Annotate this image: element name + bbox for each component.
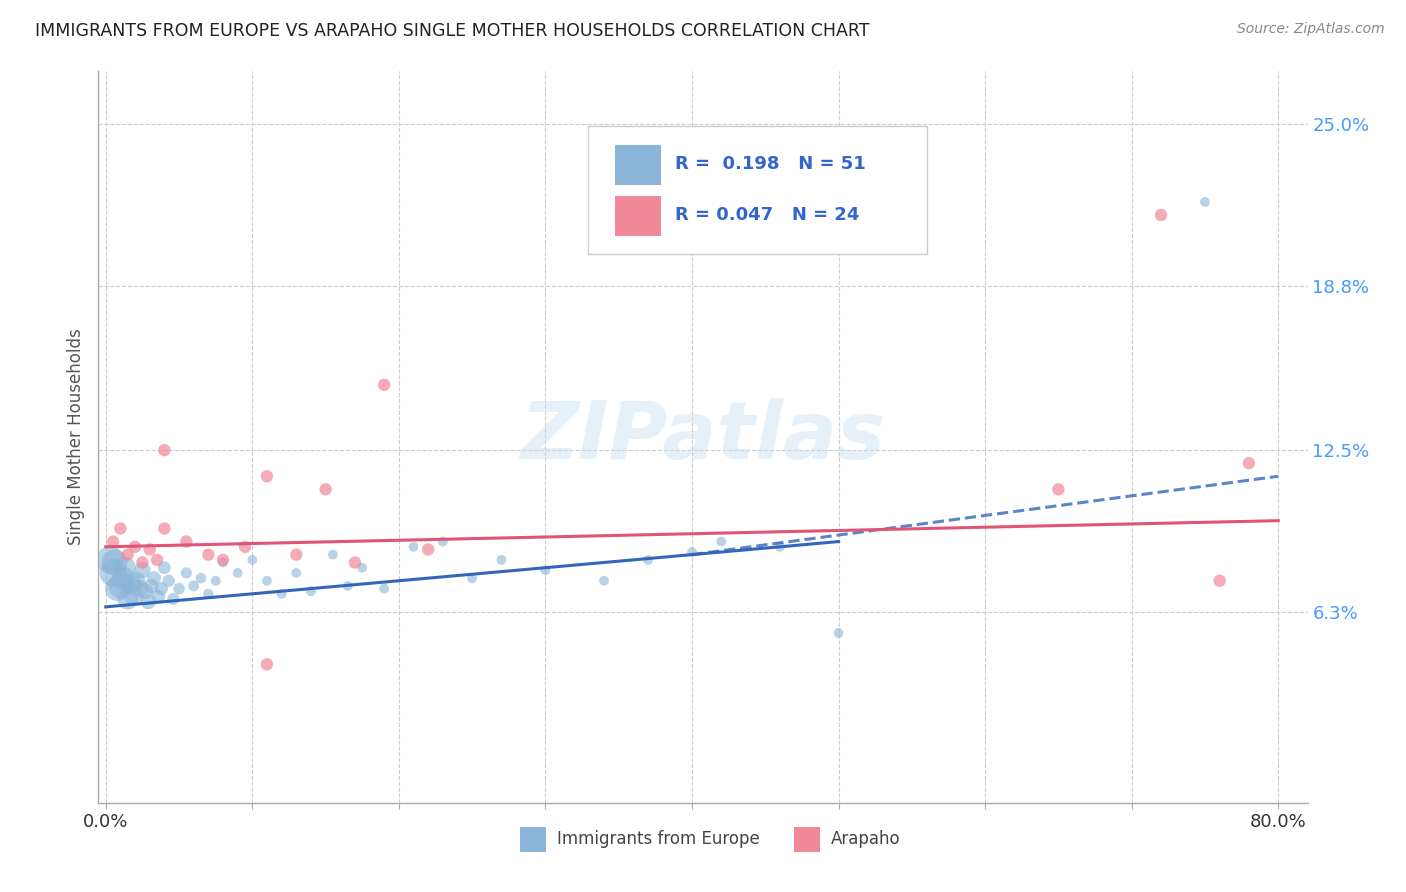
Text: ZIPatlas: ZIPatlas: [520, 398, 886, 476]
Point: [110, 579, 132, 593]
Point: [710, 534, 733, 549]
Point: [120, 576, 142, 591]
Point: [593, 574, 616, 588]
Point: [103, 556, 125, 570]
Point: [124, 540, 146, 554]
Point: [212, 553, 235, 567]
Point: [285, 566, 308, 580]
Point: [117, 592, 139, 607]
Point: [110, 521, 132, 535]
Point: [256, 574, 278, 588]
Y-axis label: Single Mother Households: Single Mother Households: [66, 329, 84, 545]
Point: [336, 579, 359, 593]
Point: [197, 587, 219, 601]
Point: [157, 574, 180, 588]
Point: [107, 582, 129, 596]
Point: [146, 553, 169, 567]
Point: [373, 377, 395, 392]
Point: [131, 556, 153, 570]
Point: [418, 542, 440, 557]
Point: [373, 582, 395, 596]
Point: [150, 582, 173, 596]
Point: [128, 582, 150, 596]
Point: [122, 590, 145, 604]
Point: [299, 584, 322, 599]
Text: IMMIGRANTS FROM EUROPE VS ARAPAHO SINGLE MOTHER HOUSEHOLDS CORRELATION CHART: IMMIGRANTS FROM EUROPE VS ARAPAHO SINGLE…: [35, 22, 870, 40]
Point: [461, 571, 484, 585]
Point: [256, 657, 278, 672]
Point: [402, 540, 425, 554]
Point: [212, 556, 235, 570]
Point: [534, 563, 557, 577]
Point: [153, 521, 176, 535]
Point: [131, 563, 153, 577]
Point: [204, 574, 226, 588]
Text: R =  0.198   N = 51: R = 0.198 N = 51: [675, 155, 866, 173]
Point: [1150, 208, 1173, 222]
Point: [240, 553, 263, 567]
Point: [117, 548, 139, 562]
Point: [1047, 483, 1070, 497]
Point: [136, 594, 159, 608]
Point: [167, 582, 190, 596]
Point: [141, 579, 163, 593]
Point: [162, 592, 184, 607]
Text: R = 0.047   N = 24: R = 0.047 N = 24: [675, 206, 859, 225]
Point: [343, 556, 366, 570]
Point: [491, 553, 513, 567]
Point: [322, 548, 344, 562]
Point: [143, 571, 166, 585]
Point: [134, 584, 156, 599]
Point: [256, 469, 278, 483]
Point: [176, 566, 198, 580]
Point: [432, 534, 454, 549]
Point: [190, 571, 212, 585]
Point: [352, 560, 374, 574]
Point: [125, 574, 148, 588]
Point: [112, 571, 135, 585]
FancyBboxPatch shape: [588, 126, 927, 254]
Point: [101, 534, 124, 549]
Point: [1208, 574, 1230, 588]
Point: [98, 553, 121, 567]
Point: [1194, 194, 1216, 209]
Point: [101, 566, 124, 580]
Point: [197, 548, 219, 562]
Point: [637, 553, 659, 567]
Point: [114, 560, 136, 574]
Point: [1237, 456, 1260, 470]
Point: [827, 626, 849, 640]
Point: [176, 534, 198, 549]
Point: [153, 443, 176, 458]
Point: [233, 540, 256, 554]
FancyBboxPatch shape: [614, 195, 661, 235]
Point: [138, 542, 160, 557]
Text: Arapaho: Arapaho: [831, 830, 901, 848]
Point: [183, 579, 205, 593]
Point: [270, 587, 292, 601]
Point: [315, 483, 337, 497]
Point: [285, 548, 308, 562]
Text: Source: ZipAtlas.com: Source: ZipAtlas.com: [1237, 22, 1385, 37]
Point: [148, 590, 170, 604]
FancyBboxPatch shape: [614, 145, 661, 185]
Point: [681, 545, 703, 559]
Point: [153, 560, 176, 574]
Point: [226, 566, 249, 580]
Text: Immigrants from Europe: Immigrants from Europe: [557, 830, 759, 848]
Point: [769, 540, 792, 554]
